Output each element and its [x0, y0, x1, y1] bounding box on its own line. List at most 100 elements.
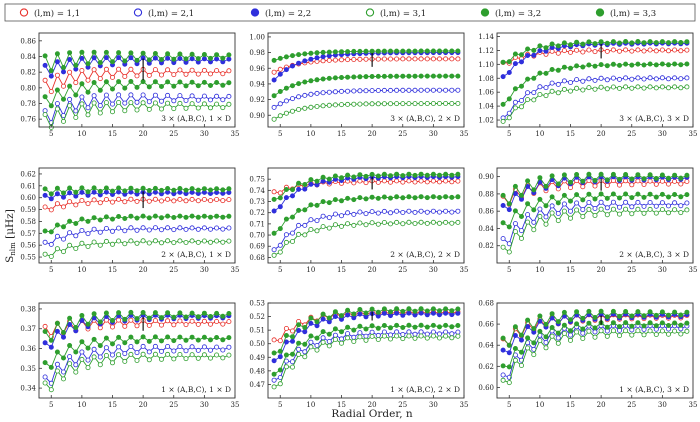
data-point: [48, 68, 54, 74]
data-point: [183, 187, 189, 193]
data-point: [641, 332, 647, 338]
data-point: [296, 107, 302, 113]
data-point: [430, 333, 436, 339]
data-point: [424, 335, 430, 341]
data-point: [659, 200, 665, 206]
data-point: [455, 56, 461, 62]
data-point: [332, 222, 338, 228]
data-point: [363, 326, 369, 332]
data-point: [67, 190, 73, 196]
data-point: [271, 247, 277, 253]
data-point: [195, 187, 201, 193]
data-point: [183, 337, 189, 343]
data-point: [85, 189, 91, 195]
data-point: [574, 329, 580, 335]
data-point: [110, 101, 116, 107]
data-point: [659, 172, 665, 178]
data-point: [500, 236, 506, 242]
data-point: [345, 195, 351, 201]
data-point: [351, 101, 357, 107]
data-point: [140, 50, 146, 56]
data-point: [226, 197, 232, 203]
data-point: [48, 207, 54, 213]
x-tick-label: 15: [108, 401, 117, 409]
x-tick-label: 5: [278, 266, 282, 274]
data-point: [220, 347, 226, 353]
data-point: [610, 47, 616, 53]
data-point: [647, 320, 653, 326]
data-point: [128, 334, 134, 340]
data-point: [54, 368, 60, 374]
data-point: [61, 236, 67, 242]
data-point: [73, 349, 79, 355]
data-point: [500, 202, 506, 208]
data-point: [140, 225, 146, 231]
data-point: [326, 57, 332, 63]
x-tick-label: 35: [689, 266, 698, 274]
data-point: [449, 194, 455, 200]
data-point: [42, 77, 48, 83]
data-point: [158, 215, 164, 221]
data-point: [116, 317, 122, 323]
data-point: [555, 81, 561, 87]
y-tick-label: 1.08: [478, 75, 494, 83]
data-point: [525, 317, 531, 323]
data-point: [672, 320, 678, 326]
data-point: [320, 49, 326, 55]
data-point: [369, 171, 375, 177]
data-point: [165, 55, 171, 61]
data-point: [586, 320, 592, 326]
data-point: [617, 324, 623, 330]
data-point: [171, 338, 177, 344]
data-point: [424, 48, 430, 54]
data-point: [214, 186, 220, 192]
data-point: [207, 83, 213, 89]
data-point: [91, 346, 97, 352]
data-point: [506, 115, 512, 121]
data-point: [73, 189, 79, 195]
data-point: [79, 81, 85, 87]
data-point: [455, 171, 461, 177]
data-point: [110, 341, 116, 347]
data-point: [531, 207, 537, 213]
data-point: [91, 354, 97, 360]
data-point: [128, 185, 134, 191]
data-point: [430, 48, 436, 54]
data-point: [271, 93, 277, 99]
data-point: [48, 387, 54, 393]
data-point: [146, 72, 152, 78]
data-point: [424, 220, 430, 226]
data-point: [296, 322, 302, 328]
data-point: [289, 193, 295, 199]
data-point: [506, 241, 512, 247]
data-point: [226, 52, 232, 58]
data-point: [158, 315, 164, 321]
data-point: [506, 70, 512, 76]
data-point: [412, 220, 418, 226]
data-point: [67, 342, 73, 348]
data-point: [436, 87, 442, 93]
data-point: [283, 98, 289, 104]
data-point: [67, 230, 73, 236]
data-point: [42, 323, 48, 329]
x-tick-label: 20: [139, 266, 148, 274]
data-point: [158, 187, 164, 193]
data-point: [122, 340, 128, 346]
data-point: [598, 39, 604, 45]
data-point: [207, 71, 213, 77]
data-point: [97, 343, 103, 349]
x-tick-label: 25: [627, 266, 636, 274]
data-point: [61, 96, 67, 102]
data-point: [436, 73, 442, 79]
data-point: [449, 220, 455, 226]
data-point: [506, 110, 512, 116]
data-point: [296, 340, 302, 346]
data-point: [363, 211, 369, 217]
data-point: [394, 56, 400, 62]
data-point: [512, 324, 518, 330]
data-point: [617, 176, 623, 182]
data-point: [220, 97, 226, 103]
data-point: [363, 337, 369, 343]
y-tick-label: 0.86: [478, 208, 494, 216]
data-point: [549, 67, 555, 73]
